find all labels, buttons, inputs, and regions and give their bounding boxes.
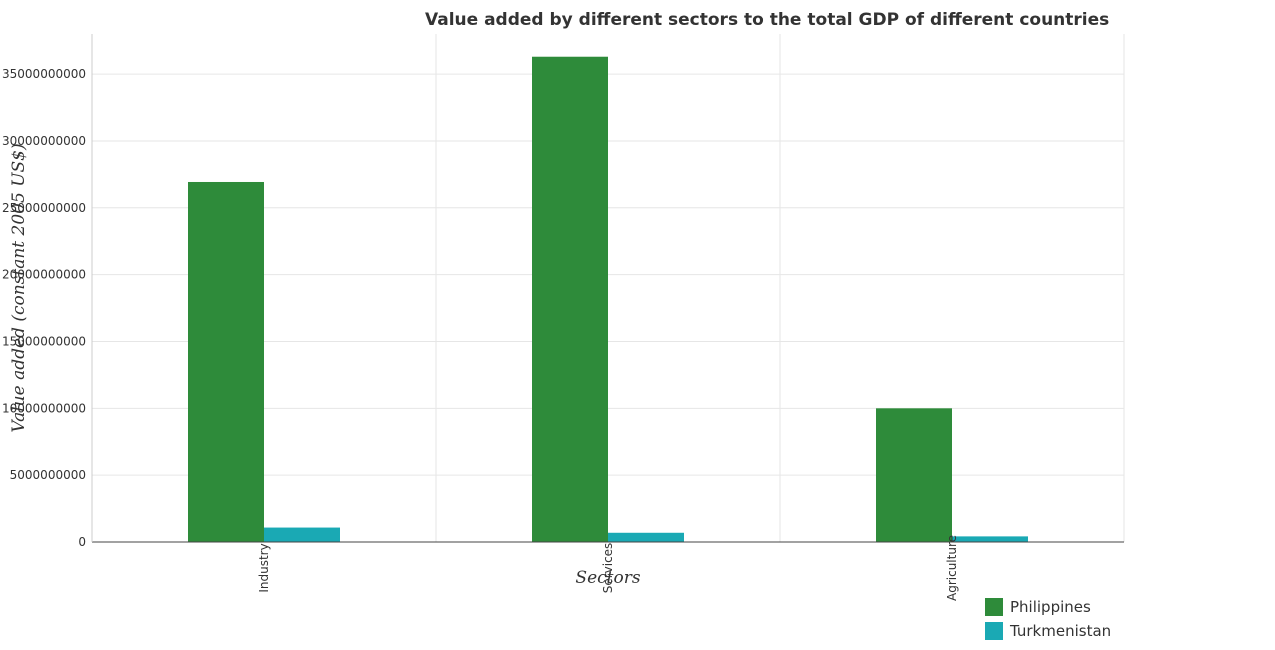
bar-turkmenistan-industry (264, 527, 340, 542)
x-axis-label: Sectors (575, 568, 640, 588)
bar-philippines-agriculture (876, 408, 952, 542)
y-tick-label: 25000000000 (2, 201, 86, 215)
x-tick-label: Industry (257, 543, 271, 592)
y-tick-label: 15000000000 (2, 334, 86, 348)
y-tick-label: 10000000000 (2, 401, 86, 415)
legend-label-philippines: Philippines (1010, 598, 1091, 616)
y-tick-label: 30000000000 (2, 134, 86, 148)
x-tick-label: Services (601, 543, 615, 594)
legend-swatch-philippines (985, 598, 1003, 616)
y-tick-label: 0 (78, 535, 86, 549)
bar-philippines-services (532, 56, 608, 542)
bar-turkmenistan-services (608, 532, 684, 542)
bars (188, 56, 1028, 543)
y-tick-label: 35000000000 (2, 67, 86, 81)
y-axis-label: Value added (constant 2005 US$) (9, 143, 29, 432)
y-axis-ticks: 0 5000000000 10000000000 15000000000 2000000… (2, 67, 86, 549)
y-tick-label: 5000000000 (10, 468, 86, 482)
x-axis-ticks: Industry Services Agriculture (257, 535, 959, 601)
bar-philippines-industry (188, 181, 264, 543)
x-tick-label: Agriculture (945, 535, 959, 601)
legend-swatch-turkmenistan (985, 622, 1003, 640)
bar-turkmenistan-agriculture (952, 536, 1028, 542)
y-tick-label: 20000000000 (2, 268, 86, 282)
chart-title: Value added by different sectors to the … (425, 10, 1109, 30)
legend-label-turkmenistan: Turkmenistan (1009, 622, 1111, 640)
legend: Philippines Turkmenistan (985, 598, 1111, 640)
